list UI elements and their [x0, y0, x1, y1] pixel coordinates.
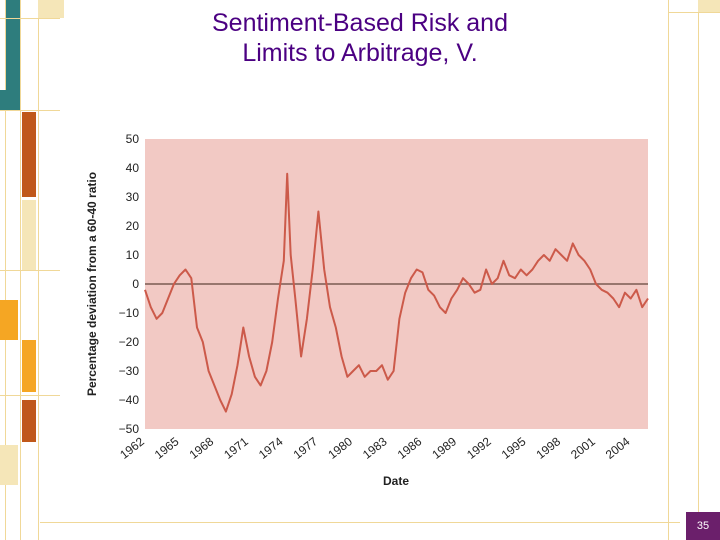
x-tick-label: 1977	[291, 434, 321, 462]
x-tick-label: 1980	[325, 434, 355, 462]
y-tick-label: 30	[126, 190, 140, 204]
x-tick-label: 1968	[187, 434, 217, 462]
y-tick-label: −50	[119, 422, 140, 436]
y-axis: 50 40 30 20 10 0 −10 −20 −30 −40 −50	[119, 132, 140, 436]
x-axis-label: Date	[383, 474, 409, 488]
x-tick-label: 1998	[533, 434, 563, 462]
x-tick-label: 1965	[152, 434, 182, 462]
x-tick-label: 2004	[603, 434, 633, 462]
series-line	[144, 172, 649, 413]
decor-left-frame	[0, 0, 64, 540]
y-axis-label: Percentage deviation from a 60-40 ratio	[85, 172, 99, 396]
y-tick-label: 20	[126, 219, 140, 233]
decor-gold-bar	[22, 200, 36, 270]
decor-right-frame	[668, 0, 720, 540]
decor-bottom-line	[40, 522, 680, 523]
decor-gold-bar	[0, 445, 18, 485]
decor-hline	[0, 270, 60, 271]
decor-burnt-bar	[22, 400, 36, 442]
x-tick-label: 1971	[221, 434, 251, 462]
x-tick-label: 1989	[429, 434, 459, 462]
slide-title: Sentiment-Based Risk and Limits to Arbit…	[110, 8, 610, 68]
x-tick-label: 2001	[568, 434, 598, 462]
y-tick-label: 0	[132, 277, 139, 291]
y-tick-label: −30	[119, 364, 140, 378]
decor-teal-bar	[0, 90, 6, 110]
slide-title-line1: Sentiment-Based Risk and	[212, 9, 508, 37]
x-tick-label: 1962	[117, 434, 147, 462]
y-tick-label: −20	[119, 335, 140, 349]
x-tick-label: 1983	[360, 434, 390, 462]
x-tick-label: 1974	[256, 434, 286, 462]
x-tick-label: 1992	[464, 434, 494, 462]
decor-orange-bar	[0, 300, 18, 340]
decor-vline	[668, 0, 669, 540]
y-tick-label: 40	[126, 161, 140, 175]
y-tick-label: 10	[126, 248, 140, 262]
y-tick-label: −40	[119, 393, 140, 407]
decor-teal-bar	[6, 0, 20, 110]
decor-hline	[0, 395, 60, 396]
x-axis: 1962 1965 1968 1971 1974 1977 1980 1983 1986 1989…	[117, 434, 633, 462]
slide-title-line2: Limits to Arbitrage, V.	[242, 39, 478, 67]
y-tick-label: −10	[119, 306, 140, 320]
decor-hline	[0, 18, 60, 19]
slide-number: 35	[686, 512, 720, 540]
decor-hline	[0, 110, 60, 111]
x-tick-label: 1995	[499, 434, 529, 462]
decor-gold-box	[698, 0, 720, 12]
x-tick-label: 1986	[395, 434, 425, 462]
decor-orange-bar	[22, 340, 36, 392]
decor-vline	[698, 0, 699, 540]
decor-gold-box	[38, 0, 64, 18]
y-tick-label: 50	[126, 132, 140, 146]
decor-hline	[668, 12, 720, 13]
decor-burnt-bar	[22, 112, 36, 197]
